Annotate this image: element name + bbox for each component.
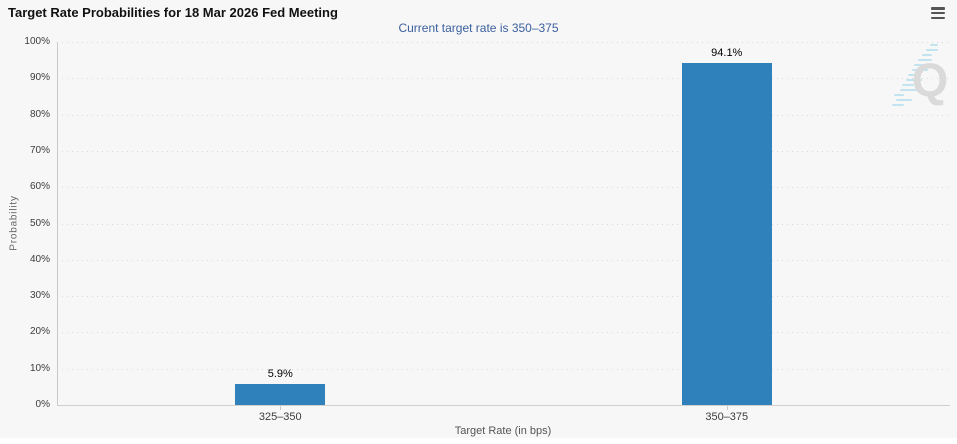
- x-axis-tick: [726, 405, 728, 410]
- hamburger-menu-icon: [931, 16, 945, 19]
- y-axis-tick-label: 10%: [29, 362, 50, 374]
- y-axis-tick-label: 30%: [29, 290, 50, 302]
- bar-325–350[interactable]: [235, 383, 326, 405]
- y-axis-tick-label: 40%: [29, 253, 50, 265]
- bottom-strip: [0, 438, 957, 444]
- chart-title: Target Rate Probabilities for 18 Mar 202…: [8, 5, 338, 20]
- y-gridline: [57, 223, 950, 225]
- y-gridline: [57, 78, 950, 80]
- bar-value-label: 94.1%: [711, 47, 743, 60]
- y-axis-tick-label: 60%: [29, 181, 50, 193]
- x-axis-line: [57, 405, 950, 406]
- y-axis-tick-label: 20%: [29, 326, 50, 338]
- y-gridline: [57, 259, 950, 261]
- y-gridline: [57, 296, 950, 298]
- y-gridline: [57, 187, 950, 189]
- hamburger-menu-icon: [931, 7, 945, 10]
- y-axis-tick-label: 90%: [29, 72, 50, 84]
- x-axis-title: Target Rate (in bps): [454, 425, 552, 437]
- bar-value-label: 5.9%: [267, 367, 293, 380]
- chart-context-menu-button[interactable]: [929, 5, 947, 21]
- y-gridline: [57, 114, 950, 116]
- x-axis-category-label: 325–350: [258, 411, 302, 423]
- y-axis-tick-label: 0%: [35, 399, 50, 410]
- y-axis-tick-label: 80%: [29, 108, 50, 120]
- y-axis-line: [57, 42, 58, 405]
- watermark-q-letter: Q: [912, 53, 949, 106]
- x-axis-category-label: 350–375: [705, 411, 749, 423]
- y-gridline: [57, 368, 950, 370]
- y-gridline: [57, 150, 950, 152]
- y-gridline: [57, 42, 950, 43]
- x-axis-tick: [280, 405, 282, 410]
- quandl-watermark-logo: Q: [892, 44, 949, 106]
- bar-350–375[interactable]: [681, 63, 772, 405]
- y-axis-tick-label: 70%: [29, 144, 50, 156]
- y-axis-tick-label: 50%: [29, 217, 50, 229]
- chart-subtitle: Current target rate is 350–375: [398, 21, 559, 35]
- y-axis-tick-label: 100%: [24, 36, 50, 47]
- hamburger-menu-icon: [931, 11, 945, 15]
- y-gridline: [57, 332, 950, 334]
- watermark-streak-icon: [892, 44, 938, 106]
